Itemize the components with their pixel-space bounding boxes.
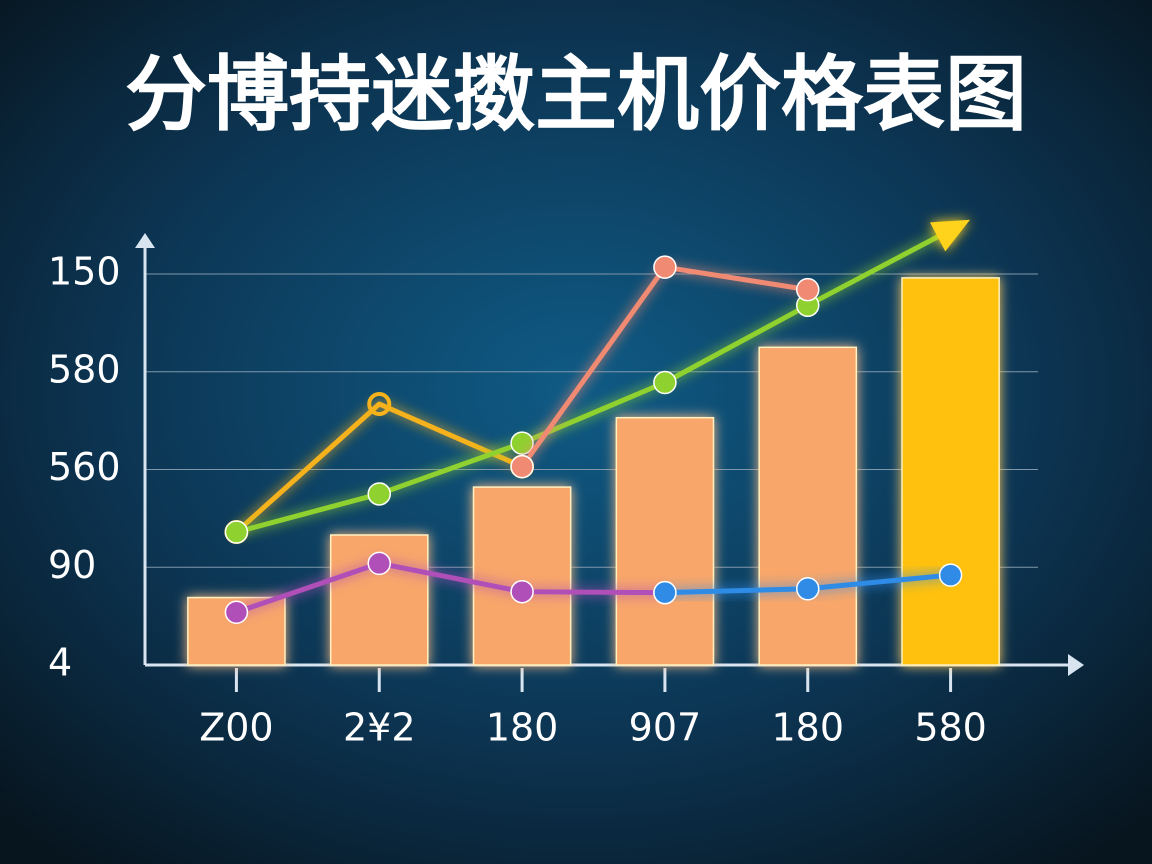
x-tick-label: 580 [914, 706, 987, 750]
y-tick-label: 4 [48, 641, 72, 685]
point [510, 579, 534, 604]
y-tick-label: 560 [48, 445, 121, 489]
point [510, 454, 534, 479]
point [653, 370, 677, 395]
bar [901, 277, 1000, 666]
x-axis-arrow [1068, 654, 1084, 676]
line [235, 560, 665, 615]
x-tick-label: 2¥2 [343, 706, 416, 750]
point [796, 277, 820, 302]
point [653, 580, 677, 605]
line [235, 227, 952, 535]
point [224, 520, 249, 544]
point [367, 482, 391, 506]
y-axis-arrow [135, 233, 155, 248]
x-tick-label: 180 [771, 706, 844, 750]
chart-title: 分博持迷擞主机价格表图 [125, 47, 1027, 142]
bar [758, 346, 858, 666]
y-tick-label: 580 [48, 347, 121, 391]
x-tick-label: Z00 [199, 706, 273, 750]
x-tick-label: 907 [629, 706, 702, 750]
point [796, 577, 820, 601]
y-tick-label: 150 [48, 250, 121, 294]
arrow-head [929, 219, 971, 252]
point [653, 255, 677, 279]
x-tick-label: 180 [486, 706, 559, 750]
y-tick-label: 90 [48, 543, 96, 587]
bar [187, 596, 286, 666]
point [938, 563, 963, 587]
point [367, 392, 392, 417]
point [224, 600, 249, 624]
bar [615, 416, 715, 666]
point [367, 551, 391, 576]
point [510, 431, 534, 455]
line [234, 401, 524, 534]
bar [472, 486, 572, 666]
